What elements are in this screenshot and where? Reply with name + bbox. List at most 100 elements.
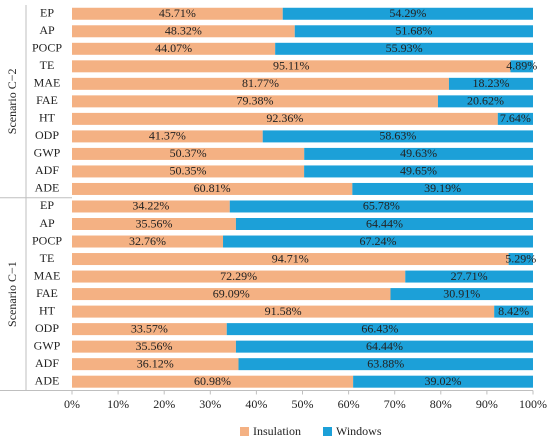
legend-label: Insulation [253, 424, 301, 438]
value-label: 94.71% [272, 251, 309, 265]
bar-segment [508, 253, 533, 266]
bar-segment [282, 7, 533, 20]
x-tick-label: 100% [519, 397, 547, 411]
bar-segment [72, 323, 227, 336]
value-label: 34.22% [132, 199, 169, 213]
value-label: 65.78% [363, 199, 400, 213]
value-label: 54.29% [389, 6, 426, 20]
value-label: 66.43% [361, 321, 398, 335]
value-label: 51.68% [395, 24, 432, 38]
category-label: FAE [36, 286, 58, 300]
value-label: 55.93% [386, 41, 423, 55]
category-label: EP [40, 198, 54, 212]
category-label: POCP [32, 41, 62, 55]
value-label: 7.64% [500, 111, 531, 125]
value-label: 60.98% [194, 374, 231, 388]
bar-segment [497, 112, 533, 125]
category-label: ADF [35, 356, 59, 370]
category-label: FAE [36, 93, 58, 107]
x-tick-label: 90% [476, 397, 498, 411]
category-label: TE [40, 251, 55, 265]
value-label: 50.35% [170, 164, 207, 178]
bar-segment [72, 42, 276, 55]
bar-segment [437, 95, 533, 108]
value-label: 48.32% [165, 24, 202, 38]
bar-segment [72, 218, 236, 230]
bar-segment [72, 358, 239, 371]
bar-segment [72, 25, 295, 38]
x-tick-label: 80% [430, 397, 452, 411]
bar-segment [235, 218, 534, 230]
value-label: 5.29% [505, 251, 536, 265]
value-label: 30.91% [443, 286, 480, 300]
value-label: 20.62% [467, 94, 504, 108]
value-label: 32.76% [129, 234, 166, 248]
bar-segment [72, 165, 305, 178]
category-label: HT [39, 303, 56, 317]
bar-segment [238, 358, 534, 371]
bar-segment [304, 165, 533, 178]
category-label: EP [40, 6, 54, 20]
bar-segment [72, 200, 230, 213]
value-label: 4.89% [506, 59, 537, 73]
bar-segment [72, 95, 438, 108]
bar-segment [72, 253, 509, 266]
category-label: ADE [35, 181, 60, 195]
bar-segment [72, 235, 224, 248]
bar-segment [229, 200, 533, 213]
value-label: 49.63% [400, 146, 437, 160]
bar-segment [72, 182, 353, 195]
category-label: MAE [34, 268, 61, 282]
value-label: 35.56% [135, 216, 172, 230]
bar-segment [405, 270, 533, 283]
bar-segment [494, 305, 533, 318]
category-label: ADF [35, 163, 59, 177]
value-label: 81.77% [242, 76, 279, 90]
value-label: 95.11% [273, 59, 310, 73]
bar-segment [72, 60, 511, 73]
value-label: 39.19% [424, 181, 461, 195]
category-label: ADE [35, 373, 60, 387]
x-tick-label: 50% [292, 397, 314, 411]
value-label: 72.29% [220, 269, 257, 283]
value-label: 41.37% [149, 129, 186, 143]
category-label: AP [39, 216, 55, 230]
value-label: 49.65% [400, 164, 437, 178]
category-label: HT [39, 111, 56, 125]
x-tick-label: 10% [107, 397, 129, 411]
x-tick-label: 20% [153, 397, 175, 411]
category-label: MAE [34, 76, 61, 90]
value-label: 18.23% [472, 76, 509, 90]
bar-segment [448, 77, 533, 90]
legend-swatch [323, 427, 332, 436]
value-label: 79.38% [236, 94, 273, 108]
value-label: 39.02% [425, 374, 462, 388]
bar-segment [235, 340, 534, 353]
value-label: 27.71% [451, 269, 488, 283]
bar-segment [72, 147, 305, 160]
value-label: 91.58% [265, 304, 302, 318]
value-label: 92.36% [266, 111, 303, 125]
x-tick-label: 70% [384, 397, 406, 411]
value-label: 64.44% [366, 216, 403, 230]
value-label: 50.37% [170, 146, 207, 160]
bar-segment [72, 270, 406, 283]
group-label: Scenario C−1 [5, 261, 19, 327]
value-label: 44.07% [155, 41, 192, 55]
x-tick-label: 30% [199, 397, 221, 411]
bar-segment [510, 60, 533, 73]
category-label: POCP [32, 233, 62, 247]
value-label: 45.71% [159, 6, 196, 20]
category-label: TE [40, 58, 55, 72]
value-label: 35.56% [135, 339, 172, 353]
bar-segment [390, 288, 533, 301]
category-label: AP [39, 23, 55, 37]
value-label: 36.12% [137, 356, 174, 370]
bar-segment [72, 288, 391, 301]
value-label: 63.88% [367, 356, 404, 370]
bar-segment [304, 147, 533, 160]
value-label: 60.81% [194, 181, 231, 195]
category-label: ODP [35, 321, 59, 335]
bar-segment [72, 77, 449, 90]
bar-segment [226, 323, 534, 336]
